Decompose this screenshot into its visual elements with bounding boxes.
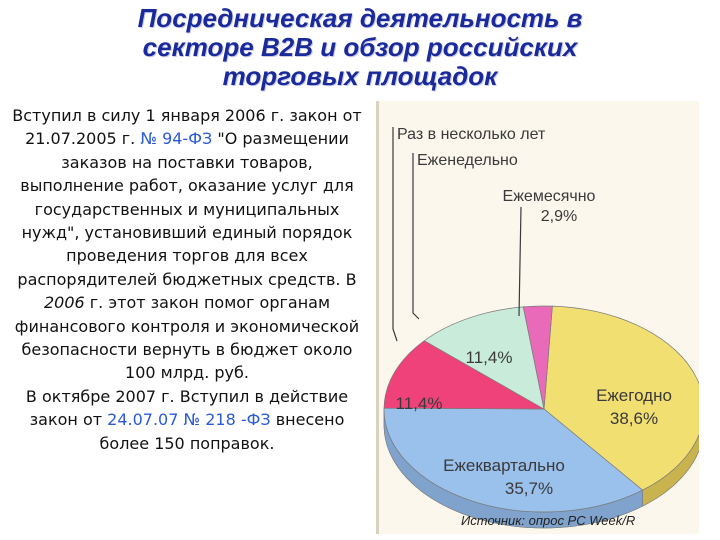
slice-value-yearly: 38,6% (610, 409, 658, 428)
pie-slice-3 (423, 306, 545, 410)
callout-label-monthly: Ежемесячно (503, 188, 596, 205)
pie-chart-card: Ежегодно 38,6% Ежеквартально 35,7% 11,4% 11,4… (376, 101, 699, 534)
callout-value-monthly: 2,9% (541, 208, 577, 225)
pie-slice-2 (383, 340, 546, 410)
para1-year: 2006 (43, 293, 85, 313)
slice-value-mint: 11,4% (466, 348, 513, 367)
slice-value-red: 11,4% (396, 394, 443, 413)
slide-title: Посредническая деятельность в секторе B2… (60, 4, 660, 91)
callout-line-weekly (412, 153, 420, 320)
para2-text-a: В октябре 2007 г. Вступил в действие зак… (25, 386, 349, 430)
title-line-3: торговых площадок (222, 61, 498, 91)
title-line-1: Посредническая деятельность в (137, 3, 583, 33)
pie-slice-4 (522, 305, 553, 410)
law-94-link[interactable]: № 94-ФЗ (140, 129, 213, 149)
pie-chart: Ежегодно 38,6% Ежеквартально 35,7% 11,4% 11,4… (383, 126, 699, 529)
callout-line-monthly (518, 206, 522, 317)
slice-label-yearly: Ежегодно (596, 386, 672, 405)
callout-line-few-years (392, 127, 398, 342)
para2-text-b: внесено более 150 поправок. (99, 410, 345, 453)
para1-text-c: г. этот закон помог органам финансового … (14, 293, 360, 383)
pie-slice-1 (383, 407, 644, 513)
body-text: Вступил в силу 1 января 2006 г. закон от… (12, 104, 362, 455)
callout-label-weekly: Еженедельно (417, 152, 518, 169)
para1-text-a: Вступил в силу 1 января 2006 г. закон от… (12, 106, 362, 149)
law-218-link[interactable]: 24.07.07 № 218 -ФЗ (107, 410, 271, 430)
slice-value-quarterly: 35,7% (505, 479, 553, 498)
chart-source-note: Источник: опрос PC Week/R (461, 513, 635, 528)
title-line-2: секторе B2B и обзор российских (142, 32, 578, 62)
slice-label-quarterly: Ежеквартально (443, 456, 565, 475)
para1-text-b: "О размещении заказов на поставки товаро… (17, 129, 357, 289)
pie-slice-0 (543, 305, 699, 491)
callout-label-few-years: Раз в несколько лет (397, 126, 546, 143)
